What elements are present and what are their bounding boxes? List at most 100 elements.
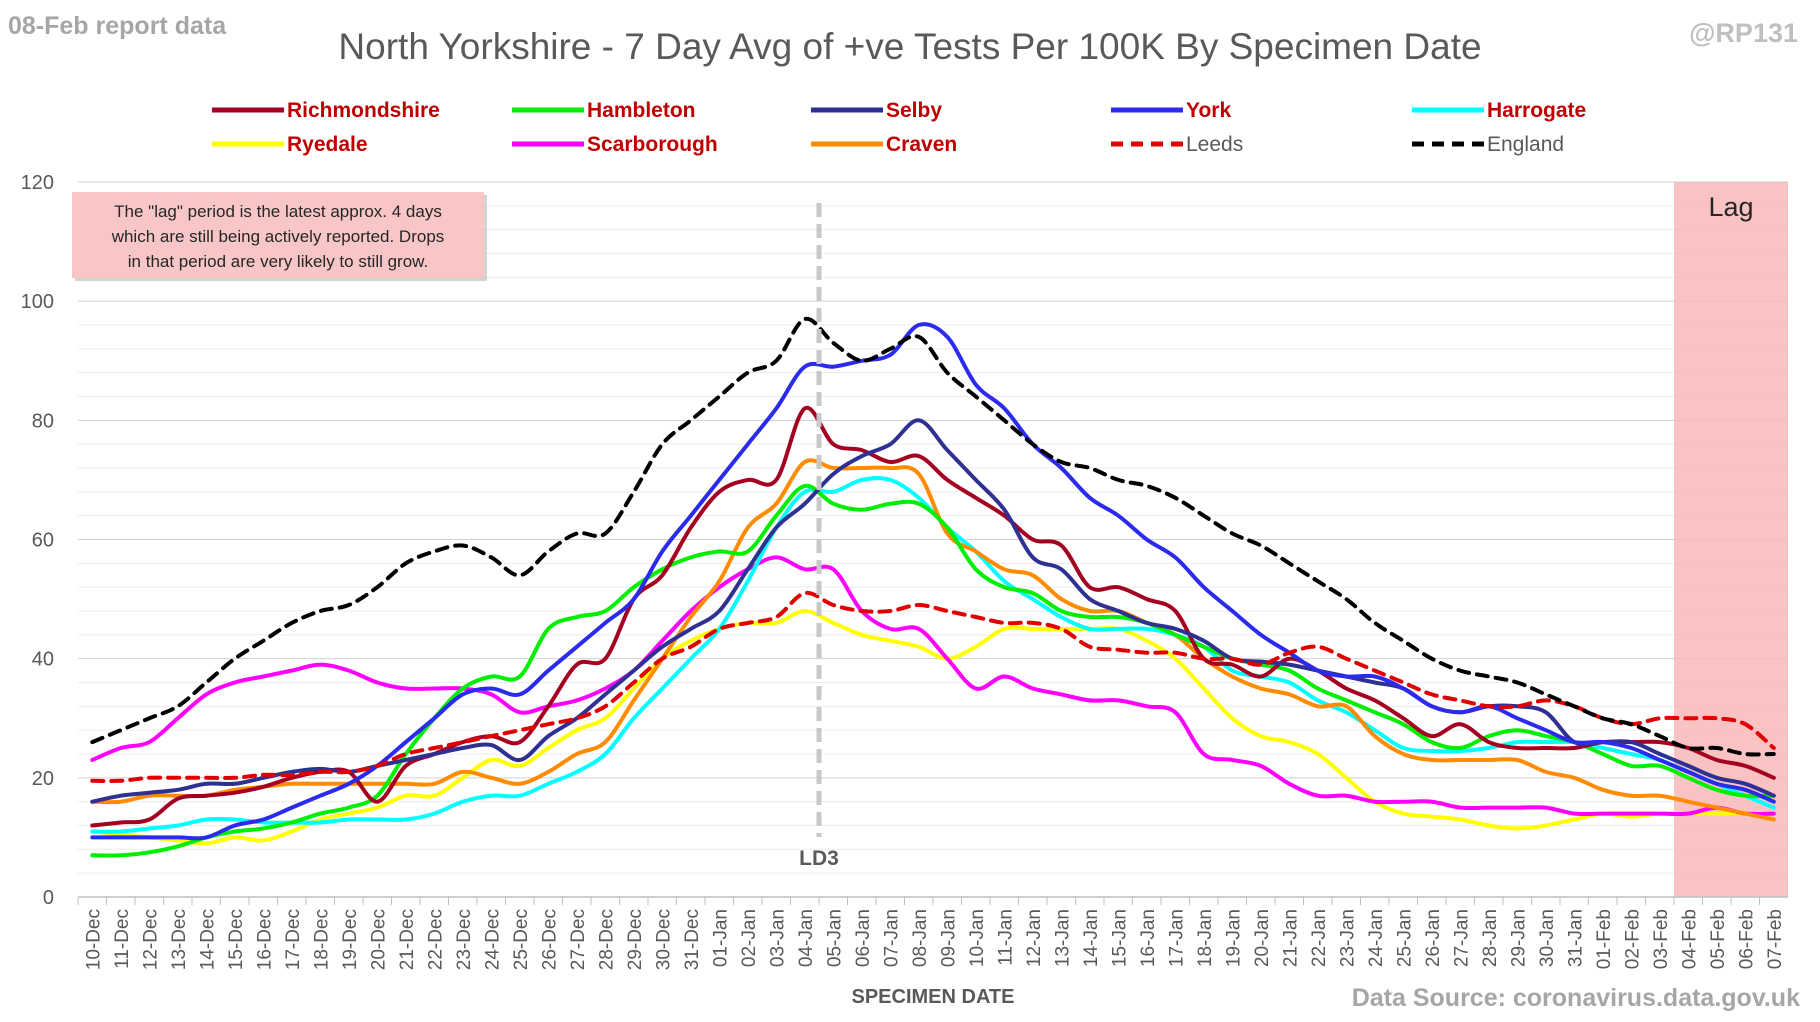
x-tick-label: 11-Jan [995,909,1016,966]
x-tick-label: 29-Jan [1508,909,1529,967]
note-text-line: which are still being actively reported.… [111,227,445,246]
x-tick-label: 23-Dec [454,909,475,970]
x-tick-label: 14-Dec [197,909,218,970]
x-tick-label: 09-Jan [938,909,959,967]
x-tick-label: 11-Dec [112,909,133,969]
legend-label-hambleton: Hambleton [587,99,696,122]
x-tick-label: 16-Dec [254,909,275,970]
axes: 0 20 40 60 80 100 120 10-Dec 11-Dec 12-Dec 13-Dec 1… [21,172,1788,1008]
x-tick-label: 04-Feb [1679,909,1700,969]
x-tick-label: 28-Jan [1480,909,1501,967]
x-tick-label: 13-Dec [169,909,190,970]
x-tick-label: 01-Jan [710,909,731,967]
x-tick-label: 10-Dec [83,909,104,970]
x-tick-label: 19-Jan [1223,909,1244,967]
x-tick-label: 30-Jan [1537,909,1558,967]
x-tick-label: 01-Feb [1594,909,1615,969]
y-tick-label: 20 [32,768,54,790]
y-tick-label: 80 [32,410,54,432]
x-tick-label: 26-Dec [539,909,560,970]
x-tick-label: 24-Jan [1366,909,1387,967]
x-tick-label: 22-Dec [425,909,446,970]
y-tick-label: 40 [32,649,54,671]
x-tick-label: 10-Jan [967,909,988,967]
report-date-label: 08-Feb report data [8,12,227,40]
x-tick-label: 26-Jan [1423,909,1444,967]
note-box [72,192,484,278]
x-tick-label: 17-Jan [1166,909,1187,967]
x-tick-label: 20-Dec [368,909,389,970]
lockdown-marker-label: LD3 [799,847,839,870]
x-tick-label: 12-Dec [140,909,161,970]
x-tick-label: 15-Jan [1109,909,1130,967]
series-lines [90,316,1776,858]
legend-label-harrogate: Harrogate [1487,99,1586,122]
x-tick-label: 27-Jan [1451,909,1472,967]
note-text-line: The "lag" period is the latest approx. 4… [114,202,442,221]
x-tick-label: 02-Jan [739,909,760,967]
x-tick-label: 12-Jan [1024,909,1045,967]
x-tick-label: 02-Feb [1622,909,1643,969]
x-tick-label: 30-Dec [653,909,674,970]
lag-label: Lag [1708,192,1753,222]
series-line-hambleton [90,483,1776,858]
legend-label-craven: Craven [886,133,957,156]
x-tick-label: 03-Feb [1651,909,1672,969]
y-tick-label: 0 [43,887,54,909]
x-tick-label: 06-Feb [1736,909,1757,969]
x-tick-label: 08-Jan [910,909,931,967]
x-tick-label: 19-Dec [340,909,361,970]
x-axis-title: SPECIMEN DATE [852,986,1015,1008]
legend-label-ryedale: Ryedale [287,133,368,156]
y-tick-label: 60 [32,530,54,552]
x-tick-label: 05-Feb [1708,909,1729,969]
x-tick-label: 31-Jan [1565,909,1586,967]
x-tick-label: 29-Dec [625,909,646,970]
x-tick-label: 21-Dec [397,909,418,970]
x-tick-label: 17-Dec [283,909,304,970]
note-text-line: in that period are very likely to still … [128,252,428,271]
x-tick-label: 18-Jan [1195,909,1216,967]
legend: Richmondshire Hambleton Selby York Harrogate… [212,99,1586,156]
y-tick-label: 120 [21,172,54,194]
x-tick-label: 25-Dec [511,909,532,970]
legend-label-england: England [1487,133,1564,156]
series-line-england [90,316,1776,757]
x-tick-label: 15-Dec [226,909,247,970]
series-line-leeds [90,590,1776,784]
series-line-craven [90,458,1776,822]
x-tick-label: 20-Jan [1252,909,1273,967]
y-tick-label: 100 [21,291,54,313]
x-tick-label: 25-Jan [1394,909,1415,967]
x-tick-label: 14-Jan [1081,909,1102,967]
legend-label-richmondshire: Richmondshire [287,99,440,122]
x-tick-label: 22-Jan [1309,909,1330,967]
x-tick-label: 31-Dec [682,909,703,970]
legend-label-selby: Selby [886,99,942,122]
x-tick-label: 21-Jan [1280,909,1301,967]
x-tick-label: 07-Jan [881,909,902,967]
data-source-label: Data Source: coronavirus.data.gov.uk [1351,984,1800,1012]
legend-label-york: York [1186,99,1231,122]
legend-label-leeds: Leeds [1186,133,1243,156]
chart-title: North Yorkshire - 7 Day Avg of +ve Tests… [338,26,1482,67]
x-tick-label: 07-Feb [1765,909,1786,969]
x-tick-label: 27-Dec [568,909,589,970]
x-tick-label: 16-Jan [1138,909,1159,967]
x-tick-label: 23-Jan [1337,909,1358,967]
annotations: LD3 The "lag" period is the latest approx… [72,192,839,870]
series-line-scarborough [90,555,1776,817]
x-tick-label: 13-Jan [1052,909,1073,967]
x-tick-label: 03-Jan [767,909,788,967]
legend-label-scarborough: Scarborough [587,133,718,156]
author-handle: @RP131 [1689,18,1798,48]
series-line-richmondshire [90,405,1776,828]
x-tick-label: 28-Dec [596,909,617,970]
series-line-ryedale [90,609,1776,846]
x-tick-label: 06-Jan [853,909,874,967]
x-tick-label: 05-Jan [824,909,845,967]
x-tick-label: 24-Dec [482,909,503,970]
x-tick-label: 18-Dec [311,909,332,970]
x-tick-label: 04-Jan [796,909,817,967]
